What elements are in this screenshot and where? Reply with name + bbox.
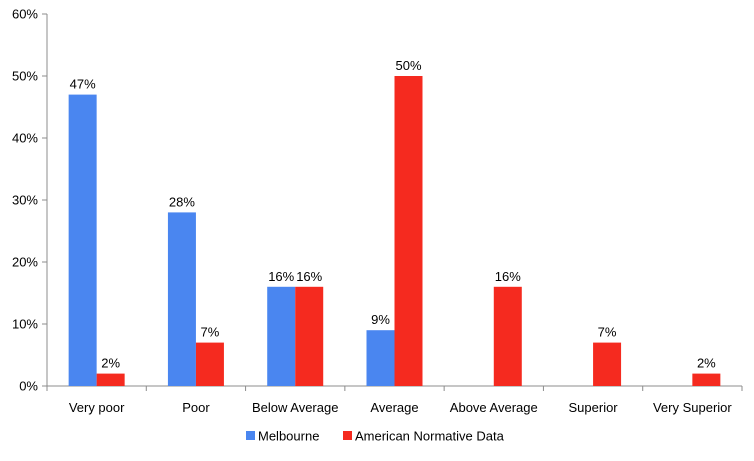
bars — [68, 76, 721, 386]
x-tick-label: Average — [370, 400, 418, 415]
bar-american-normative — [96, 373, 125, 386]
y-tick-label: 10% — [12, 317, 38, 332]
legend-swatch — [246, 431, 255, 440]
data-label: 2% — [697, 356, 716, 371]
x-axis: Very poor Poor Below Average Average Above A… — [46, 385, 743, 415]
data-label: 47% — [70, 77, 96, 92]
legend-label: American Normative Data — [355, 429, 505, 444]
y-tick-label: 40% — [12, 131, 38, 146]
y-tick-label: 50% — [12, 69, 38, 84]
bar-melbourne — [267, 286, 296, 386]
data-label: 9% — [371, 312, 390, 327]
x-tick-label: Above Average — [450, 400, 538, 415]
bar-american-normative — [394, 76, 423, 386]
data-label: 7% — [201, 325, 220, 340]
x-tick-label: Below Average — [252, 400, 339, 415]
x-tick-label: Very poor — [69, 400, 125, 415]
bar-american-normative — [493, 286, 522, 386]
bar-american-normative — [195, 342, 224, 386]
data-label: 16% — [296, 269, 322, 284]
data-labels: 47% 28% 16% 9% 2% 7% 16% 50% 16% 7% 2% — [70, 58, 717, 371]
data-label: 7% — [598, 325, 617, 340]
y-tick-label: 20% — [12, 255, 38, 270]
bar-american-normative — [295, 286, 324, 386]
x-tick-label: Very Superior — [653, 400, 732, 415]
data-label: 2% — [101, 356, 120, 371]
bar-melbourne — [68, 94, 97, 386]
y-tick-label: 0% — [19, 379, 38, 394]
legend-swatch — [343, 431, 352, 440]
data-label: 16% — [268, 269, 294, 284]
bar-american-normative — [593, 342, 622, 386]
data-label: 16% — [495, 269, 521, 284]
legend: Melbourne American Normative Data — [246, 429, 505, 444]
data-label: 28% — [169, 194, 195, 209]
y-tick-label: 30% — [12, 193, 38, 208]
x-tick-label: Poor — [182, 400, 210, 415]
x-tick-label: Superior — [569, 400, 619, 415]
legend-label: Melbourne — [258, 429, 319, 444]
bar-american-normative — [692, 373, 721, 386]
data-label: 50% — [395, 58, 421, 73]
bar-melbourne — [366, 330, 395, 386]
bar-melbourne — [167, 212, 196, 386]
y-tick-label: 60% — [12, 7, 38, 22]
y-axis: 0% 10% 20% 30% 40% 50% 60% — [12, 7, 48, 394]
